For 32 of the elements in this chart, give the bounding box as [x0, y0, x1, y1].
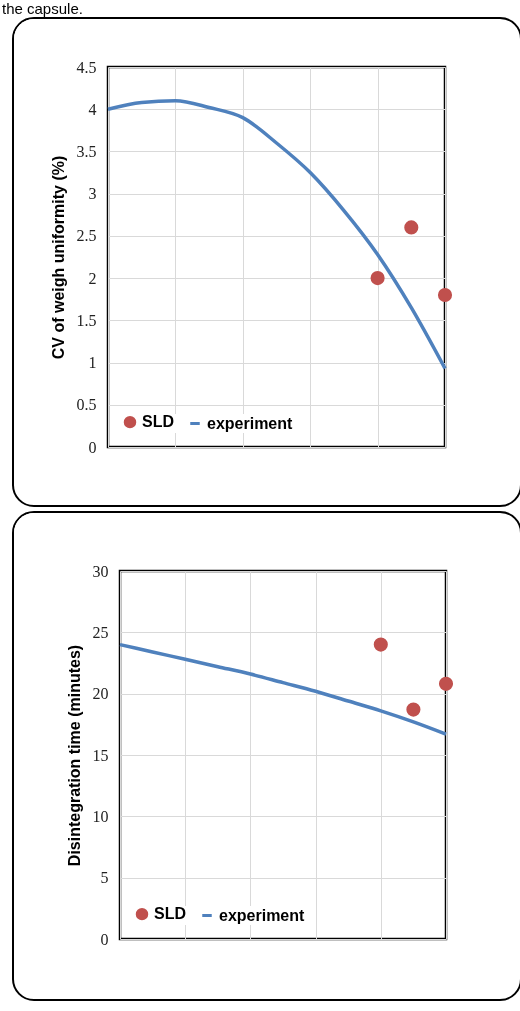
y-axis-title: Disintegration time (minutes)	[65, 644, 83, 867]
y-tick-label: 3.5	[76, 142, 97, 160]
y-tick-label: 0	[88, 438, 97, 456]
y-tick-label: 3	[88, 185, 97, 203]
line-series	[118, 642, 448, 736]
y-tick-label: 0.5	[76, 396, 97, 414]
point	[373, 637, 388, 652]
y-tick-label: 20	[92, 685, 109, 703]
y-tick-label: 2.5	[76, 227, 97, 245]
point	[438, 676, 454, 691]
y-tick-label: 0	[100, 930, 109, 948]
point	[370, 271, 385, 286]
y-tick-label: 1.5	[76, 311, 97, 329]
y-axis-title: CV of weigh uniformity (%)	[49, 155, 67, 360]
point	[404, 220, 419, 235]
legend-label: SLD	[142, 413, 174, 431]
legend-label: experiment	[207, 414, 294, 432]
point	[406, 702, 421, 717]
legend-label: experiment	[219, 906, 306, 924]
y-tick-label: 30	[92, 562, 109, 580]
y-tick-label: 1	[88, 354, 97, 372]
y-tick-label: 25	[92, 623, 109, 641]
y-tick-label: 15	[92, 746, 109, 764]
line-series	[106, 99, 447, 371]
y-tick-label: 10	[92, 807, 109, 825]
text: the capsule.	[2, 0, 84, 17]
legend-label: SLD	[154, 905, 186, 923]
y-tick-label: 4.5	[76, 58, 97, 76]
y-tick-label: 4	[88, 100, 97, 118]
y-tick-label: 2	[88, 269, 97, 287]
point	[437, 287, 453, 303]
y-tick-label: 5	[100, 869, 109, 887]
